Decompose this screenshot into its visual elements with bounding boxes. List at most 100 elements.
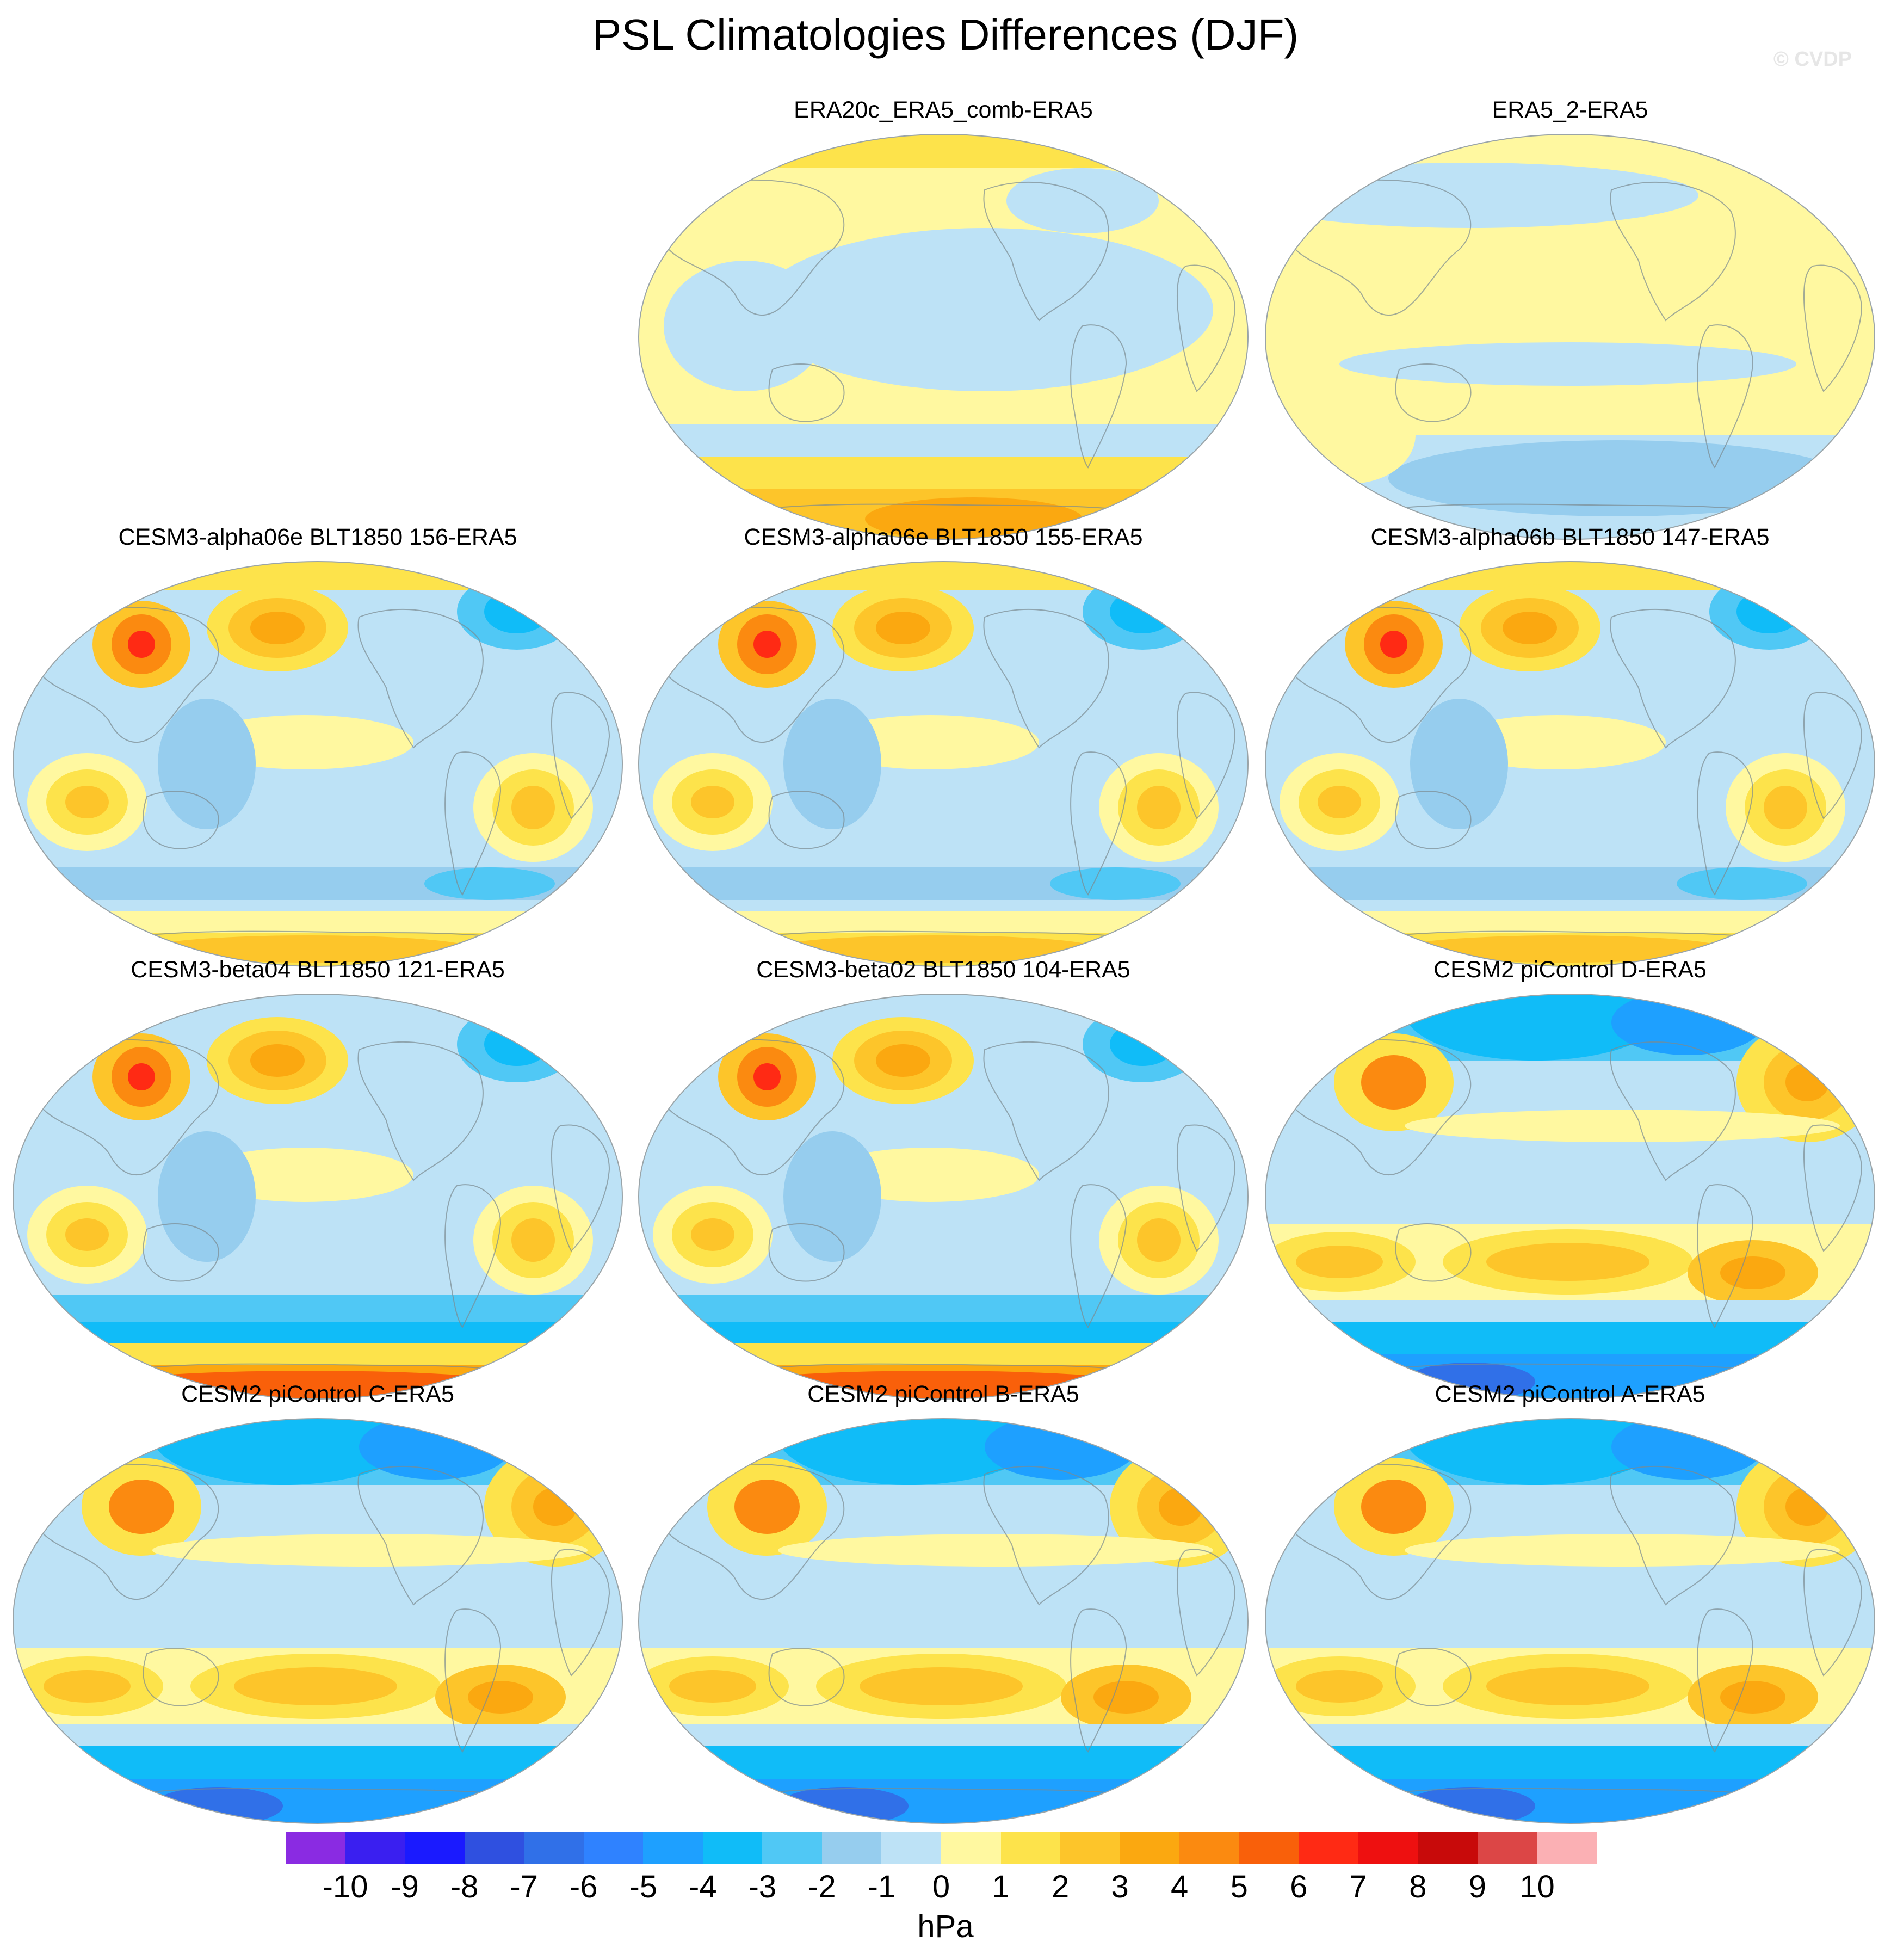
coastline-outline [1803,692,1863,819]
coastline-outline [1278,1039,1472,1175]
field-blob [234,1667,397,1705]
map-border [1265,561,1875,967]
field-blob [985,1419,1137,1480]
colorbar [286,1832,1597,1864]
map-panel: CESM2 piControl A-ERA5 [1263,1379,1877,1826]
coastline-outline [983,1041,1109,1181]
colorbar-swatch [286,1832,346,1864]
field-blob [359,1419,511,1480]
map-panel: CESM2 piControl B-ERA5 [636,1379,1250,1826]
figure-title: PSL Climatologies Differences (DJF) [592,10,1299,59]
field-blob [152,1419,413,1485]
colorbar-tick-label: -6 [569,1869,598,1904]
field-band [1265,1746,1875,1779]
coastline-outline [1070,1184,1127,1328]
colorbar-tick-label: -1 [867,1869,896,1904]
field-blob [1677,867,1807,900]
colorbar-tick-label: -10 [322,1869,368,1904]
colorbar-swatch [702,1832,763,1864]
coastline-outline [26,1463,219,1600]
coastline-outline [1176,692,1236,819]
field-blob [44,1670,131,1703]
coastline-outline [444,751,502,896]
field-blob [1137,786,1181,829]
map-border [638,561,1249,967]
field-blob [250,612,305,644]
panel-title: CESM3-beta04 BLT1850 121-ERA5 [131,957,505,983]
field-blob [424,867,555,900]
copyright-watermark: © CVDP [1773,48,1852,71]
colorbar-tick-label: -5 [629,1869,658,1904]
field-blob [1720,1681,1785,1714]
colorbar-units: hPa [917,1909,974,1944]
coastline-outline [551,1124,610,1252]
map-panel: CESM3-alpha06b BLT1850 147-ERA5 [1263,522,1877,969]
colorbar-tick-label: -7 [510,1869,538,1904]
field-blob [468,1681,533,1714]
field-blob [753,631,781,658]
colorbar-swatch [524,1832,584,1864]
colorbar-swatch [345,1832,405,1864]
map-field [13,562,622,966]
panel-title: ERA20c_ERA5_comb-ERA5 [794,97,1093,123]
field-blob [773,935,1099,963]
field-band [1265,1322,1875,1354]
colorbar-swatch [1358,1832,1418,1864]
map-border [638,1418,1249,1824]
coastline-outline [1395,791,1472,849]
field-blob [1503,612,1557,644]
field-blob [756,228,1213,391]
field-blob [753,1063,781,1090]
colorbar-tick-label: 3 [1111,1869,1129,1904]
colorbar-swatch [1060,1832,1121,1864]
field-band [639,1295,1248,1322]
coastline-outline [551,1549,610,1677]
map-border [13,994,623,1400]
field-blob [1093,1681,1159,1714]
field-blob [860,1667,1023,1705]
field-blob [511,786,555,829]
coastline-outline [768,791,845,849]
field-blob [669,1670,756,1703]
field-blob [778,1419,1039,1485]
field-blob [158,1131,256,1262]
field-blob [109,1480,174,1534]
robinson-map [638,1418,1249,1824]
colorbar-swatch [1179,1832,1240,1864]
coastline-outline [1278,1463,1472,1600]
field-blob [1006,168,1159,233]
field-blob [734,1480,800,1534]
field-blob [1110,590,1175,633]
map-border [1265,134,1875,540]
coastline-outline [143,1648,219,1706]
coastline-outline [1176,264,1236,392]
robinson-map [638,134,1249,540]
map-field [1265,562,1875,966]
colorbar-tick-label: 1 [992,1869,1010,1904]
colorbar-swatch [1418,1832,1478,1864]
field-blob [158,699,256,829]
map-field [639,994,1248,1399]
field-band [1265,1779,1875,1823]
colorbar-swatch [881,1832,942,1864]
map-panel: CESM3-alpha06e BLT1850 156-ERA5 [11,522,625,969]
field-blob [783,699,881,829]
colorbar-swatch [1477,1832,1537,1864]
field-blob [1361,1480,1426,1534]
field-blob [1764,786,1807,829]
field-blob [1486,1243,1649,1281]
colorbar-tick-label: 9 [1468,1869,1487,1904]
coastline-outline [1803,1549,1863,1677]
field-blob [1611,1419,1764,1480]
coastline-outline [1697,1608,1754,1753]
field-blob [778,1534,1213,1567]
map-panel: CESM3-beta04 BLT1850 121-ERA5 [11,955,625,1401]
coastline-outline [1803,264,1863,392]
colorbar-swatch [583,1832,644,1864]
field-blob [778,1787,909,1823]
field-blob [1410,699,1508,829]
map-border [1265,1418,1875,1824]
coastline-outline [1070,751,1127,896]
field-blob [65,1218,109,1251]
coastline-outline [1395,363,1472,422]
